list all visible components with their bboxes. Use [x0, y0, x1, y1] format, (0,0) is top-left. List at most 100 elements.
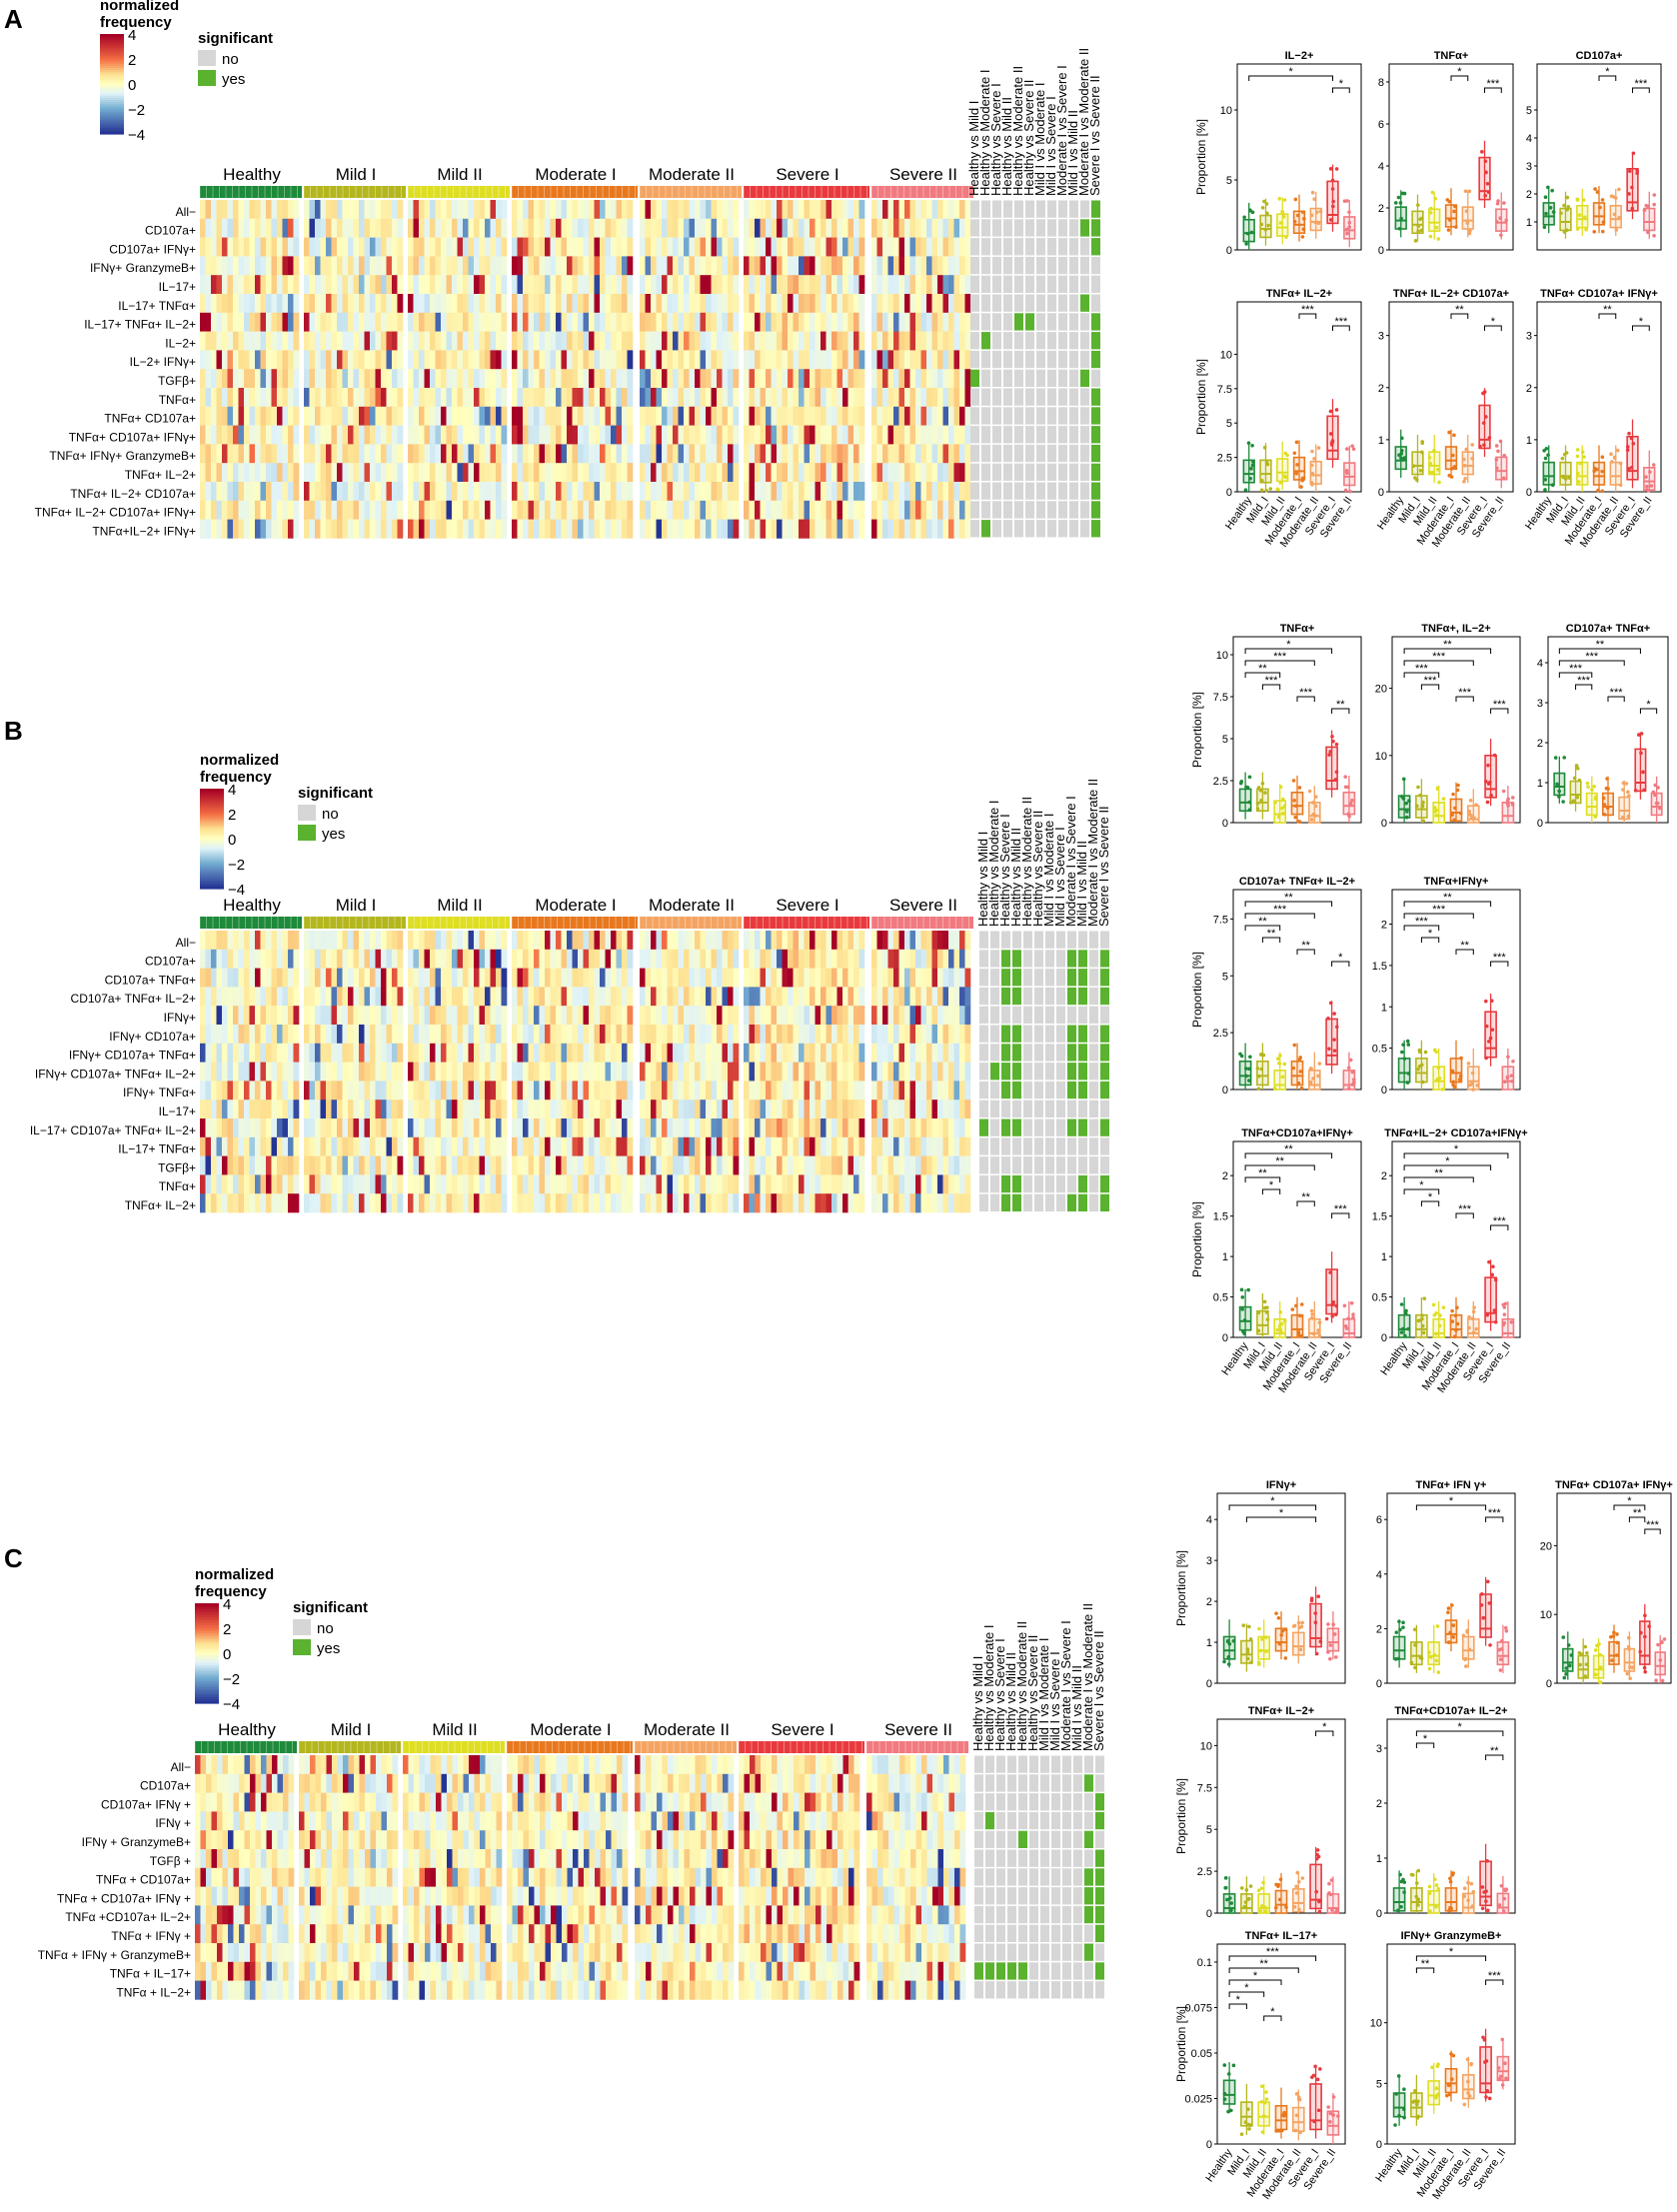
- heatmap-cell: [315, 256, 321, 276]
- heatmap-cell: [589, 444, 595, 464]
- group-label: Moderate I: [535, 896, 616, 915]
- data-point: [1299, 485, 1303, 489]
- heatmap-cell: [539, 1025, 546, 1045]
- heatmap-cell: [622, 388, 628, 408]
- heatmap-cell: [233, 312, 239, 332]
- heatmap-cell: [926, 931, 932, 951]
- heatmap-cell: [662, 350, 668, 370]
- heatmap-cell: [804, 294, 811, 314]
- heatmap-cell: [364, 500, 371, 520]
- heatmap-cell: [695, 388, 701, 408]
- heatmap-cell: [793, 350, 800, 370]
- heatmap-cell: [348, 237, 354, 257]
- heatmap-cell: [572, 294, 579, 314]
- heatmap-cell: [673, 331, 679, 351]
- heatmap-cell: [706, 331, 712, 351]
- heatmap-cell: [695, 1062, 701, 1082]
- heatmap-cell: [695, 500, 701, 520]
- heatmap-cell: [898, 949, 905, 969]
- data-point: [1646, 230, 1650, 235]
- heatmap-cell: [293, 1118, 300, 1138]
- heatmap-cell: [249, 987, 256, 1007]
- heatmap-cell: [468, 463, 475, 483]
- heatmap-cell: [700, 931, 707, 951]
- heatmap-cell: [744, 275, 750, 295]
- heatmap-cell: [837, 331, 843, 351]
- heatmap-cell: [485, 218, 491, 238]
- heatmap-cell: [842, 500, 848, 520]
- data-point: [1577, 213, 1582, 218]
- heatmap-cell: [556, 350, 562, 370]
- heatmap-cell: [876, 931, 883, 951]
- heatmap-cell: [364, 312, 371, 332]
- heatmap-cell: [821, 931, 827, 951]
- heatmap-cell: [605, 987, 612, 1007]
- heatmap-cell: [227, 463, 234, 483]
- heatmap-cell: [419, 388, 425, 408]
- heatmap-cell: [260, 968, 267, 988]
- heatmap-cell: [293, 968, 300, 988]
- heatmap-cell: [255, 1062, 261, 1082]
- heatmap-cell: [430, 350, 436, 370]
- heatmap-cell: [331, 237, 338, 257]
- heatmap-cell: [589, 1043, 595, 1063]
- heatmap-cell: [589, 256, 595, 276]
- heatmap-cell: [392, 331, 398, 351]
- data-point: [1470, 443, 1475, 447]
- heatmap-cell: [893, 406, 899, 426]
- heatmap-cell: [211, 1043, 217, 1063]
- heatmap-cell: [931, 949, 938, 969]
- heatmap-cell: [326, 331, 332, 351]
- heatmap-cell: [392, 949, 398, 969]
- heatmap-cell: [622, 519, 628, 539]
- heatmap-cell: [457, 1081, 464, 1101]
- heatmap-cell: [260, 237, 267, 257]
- data-point: [1648, 470, 1652, 475]
- heatmap-cell: [288, 331, 294, 351]
- sig-cell-no: [1058, 332, 1067, 350]
- heatmap-cell: [227, 1025, 234, 1045]
- heatmap-cell: [832, 294, 838, 314]
- heatmap-cell: [964, 369, 971, 389]
- heatmap-cell: [528, 425, 535, 445]
- heatmap-cell: [249, 256, 256, 276]
- heatmap-cell: [326, 1025, 332, 1045]
- heatmap-cell: [419, 256, 425, 276]
- legend-swatch: [100, 78, 124, 81]
- heatmap-cell: [468, 312, 475, 332]
- heatmap-cell: [233, 1043, 239, 1063]
- heatmap-cell: [528, 1043, 535, 1063]
- heatmap-cell: [238, 1043, 245, 1063]
- heatmap-cell: [821, 406, 827, 426]
- heatmap-cell: [337, 350, 343, 370]
- heatmap-cell: [711, 1081, 718, 1101]
- heatmap-cell: [678, 482, 685, 502]
- heatmap-cell: [904, 425, 910, 445]
- heatmap-cell: [277, 1025, 283, 1045]
- data-point: [1649, 484, 1654, 488]
- group-color-bar: [200, 917, 302, 929]
- heatmap-cell: [277, 1100, 283, 1119]
- heatmap-cell: [673, 968, 679, 988]
- heatmap-cell: [871, 237, 877, 257]
- heatmap-cell: [342, 331, 349, 351]
- heatmap-cell: [656, 931, 663, 951]
- heatmap-cell: [611, 218, 617, 238]
- heatmap-cell: [898, 369, 905, 389]
- heatmap-cell: [413, 218, 420, 238]
- heatmap-cell: [397, 237, 404, 257]
- heatmap-cell: [876, 312, 883, 332]
- sig-cell-no: [1091, 275, 1100, 293]
- heatmap-cell: [627, 312, 634, 332]
- heatmap-cell: [858, 987, 865, 1007]
- data-point: [1592, 466, 1597, 471]
- heatmap-cell: [567, 949, 573, 969]
- heatmap-cell: [266, 218, 272, 238]
- heatmap-cell: [496, 444, 502, 464]
- data-point: [1245, 231, 1250, 236]
- data-point: [1402, 456, 1407, 460]
- box: [1592, 202, 1606, 226]
- data-point: [1550, 483, 1555, 488]
- heatmap-cell: [375, 1025, 382, 1045]
- heatmap-cell: [893, 1062, 899, 1082]
